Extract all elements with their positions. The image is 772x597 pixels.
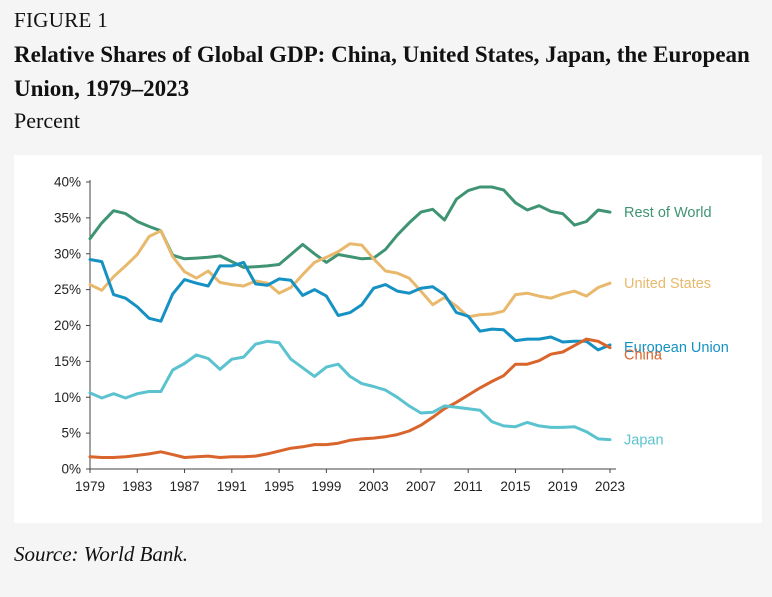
series-label-japan: Japan bbox=[624, 433, 664, 449]
figure-title: Relative Shares of Global GDP: China, Un… bbox=[14, 42, 750, 101]
y-tick-label: 20% bbox=[54, 318, 81, 333]
figure-label: FIGURE 1 bbox=[14, 8, 108, 32]
y-tick-label: 40% bbox=[54, 175, 81, 190]
series-line-european-union bbox=[88, 258, 612, 352]
figure-unit: Percent bbox=[14, 108, 80, 133]
y-tick-label: 35% bbox=[54, 210, 81, 225]
y-tick-label: 30% bbox=[54, 246, 81, 261]
series-label-united-states: United States bbox=[624, 276, 711, 292]
line-chart: 0% 5% 10% 15% 20% 25% 30% 35% 40% 1979 1983 1987 199… bbox=[54, 175, 729, 495]
x-tick-label: 2003 bbox=[359, 479, 389, 494]
x-tick-label: 1991 bbox=[217, 479, 247, 494]
x-tick-label: 1987 bbox=[170, 479, 200, 494]
x-tick-label: 2023 bbox=[595, 479, 625, 494]
series-label-european-union: European Union bbox=[624, 340, 729, 356]
series-line-japan bbox=[88, 339, 612, 442]
series-line-rest-of-world bbox=[88, 185, 612, 269]
x-tick-label: 1979 bbox=[75, 479, 105, 494]
x-tick-label: 2015 bbox=[500, 479, 530, 494]
series-label-china: China bbox=[624, 348, 663, 364]
x-tick-label: 2019 bbox=[548, 479, 578, 494]
chart-area: 0% 5% 10% 15% 20% 25% 30% 35% 40% 1979 1983 1987 199… bbox=[14, 155, 762, 523]
y-tick-label: 0% bbox=[61, 462, 81, 477]
x-tick-label: 2011 bbox=[454, 479, 483, 494]
series-line-united-states bbox=[88, 229, 612, 319]
series-line-china bbox=[88, 337, 612, 459]
series-label-rest-of-world: Rest of World bbox=[624, 205, 712, 221]
y-tick-label: 25% bbox=[54, 282, 81, 297]
source-note: Source: World Bank. bbox=[14, 542, 188, 566]
y-tick-label: 15% bbox=[54, 354, 81, 369]
y-tick-label: 10% bbox=[54, 390, 81, 405]
x-tick-label: 1999 bbox=[311, 479, 341, 494]
y-tick-label: 5% bbox=[61, 426, 81, 441]
x-tick-label: 1995 bbox=[264, 479, 294, 494]
x-tick-label: 2007 bbox=[406, 479, 436, 494]
x-tick-label: 1983 bbox=[122, 479, 152, 494]
